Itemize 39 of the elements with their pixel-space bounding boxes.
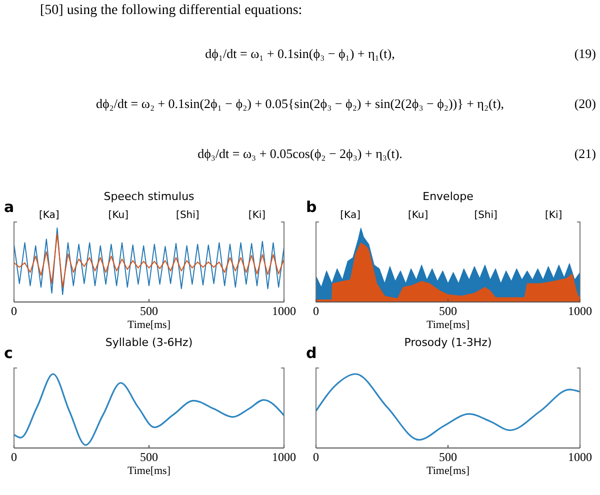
x-axis-title: Time[ms]: [128, 319, 170, 331]
x-tick-label: 0: [11, 304, 17, 318]
text: [Ki]: [545, 210, 562, 221]
text: d: [306, 344, 317, 362]
x-tick-label: 1000: [568, 304, 592, 318]
text: [Shi]: [176, 210, 200, 221]
text: [Ku]: [408, 210, 428, 221]
text: [Ka]: [340, 210, 361, 221]
x-tick-label: 500: [439, 450, 457, 464]
x-tick-label: 500: [140, 450, 158, 464]
x-tick-label: 0: [11, 450, 17, 464]
x-tick-label: 1000: [568, 450, 592, 464]
chart-title: Prosody (1-3Hz): [404, 336, 492, 349]
chart-title: Syllable (3-6Hz): [105, 336, 193, 349]
x-axis-title: Time[ms]: [128, 465, 170, 477]
x-tick-label: 0: [313, 304, 319, 318]
text: (19): [574, 46, 596, 61]
text: [Ku]: [108, 210, 129, 221]
x-axis-title: Time[ms]: [426, 319, 470, 331]
x-tick-label: 0: [313, 450, 319, 464]
chart-title: Envelope: [422, 190, 474, 203]
x-tick-label: 1000: [272, 450, 296, 464]
chart-title: Speech stimulus: [104, 190, 195, 203]
text: [50] using the following differential equations:: [40, 3, 302, 18]
x-tick-label: 500: [140, 304, 158, 318]
text: c: [4, 344, 13, 362]
text: dϕ₃/dt = ω₃ + 0.05cos(ϕ₂ − 2ϕ₃) + η₃(t).: [198, 146, 402, 161]
x-tick-label: 500: [439, 304, 457, 318]
text: (21): [574, 146, 596, 161]
text: a: [4, 198, 14, 216]
text: dϕ₁/dt = ω₁ + 0.1sin(ϕ₃ − ϕ₁) + η₁(t),: [205, 46, 395, 61]
x-axis-title: Time[ms]: [426, 465, 470, 477]
x-tick-label: 1000: [272, 304, 296, 318]
text: [Ka]: [38, 210, 60, 221]
text: dϕ₂/dt = ω₂ + 0.1sin(2ϕ₁ − ϕ₂) + 0.05{sin(2ϕ₃ − ϕ₂) + sin(2(2ϕ₃ − ϕ₂))} + η₂(t),: [96, 96, 504, 111]
text: (20): [574, 96, 596, 111]
text: [Shi]: [474, 210, 498, 221]
text: b: [306, 198, 317, 216]
text: [Ki]: [248, 210, 266, 221]
